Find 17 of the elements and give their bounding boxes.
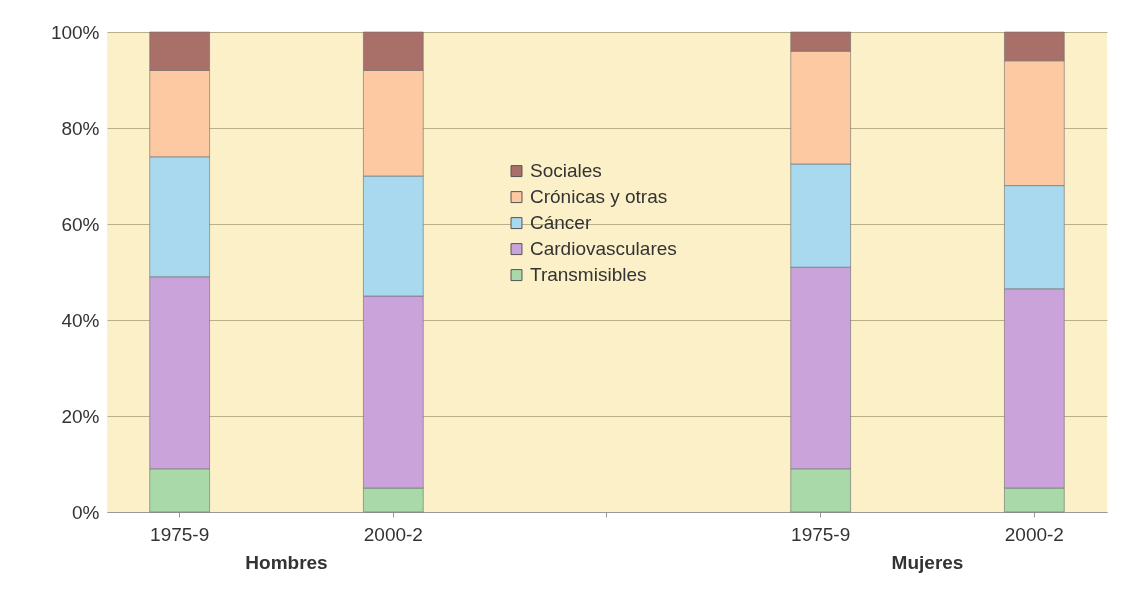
y-tick-label: 0% <box>72 501 100 523</box>
x-tick-label: 2000-2 <box>1004 523 1064 545</box>
x-tick-label: 1975-9 <box>791 523 851 545</box>
y-tick-label: 80% <box>61 117 100 139</box>
y-tick-label: 40% <box>61 309 100 331</box>
y-tick-label: 100% <box>50 21 100 43</box>
legend-label: Sociales <box>530 160 602 182</box>
legend-label: Transmisibles <box>530 264 647 286</box>
x-tick-label: 2000-2 <box>363 523 423 545</box>
legend-label: Cáncer <box>530 212 592 234</box>
text: Hombres <box>245 552 328 573</box>
y-tick-label: 20% <box>61 405 100 427</box>
y-tick-label: 60% <box>61 213 100 235</box>
legend-label: Crónicas y otras <box>530 186 668 208</box>
text: Mujeres <box>891 552 964 573</box>
legend-label: Cardiovasculares <box>530 238 677 260</box>
x-tick-label: 1975-9 <box>150 523 210 545</box>
